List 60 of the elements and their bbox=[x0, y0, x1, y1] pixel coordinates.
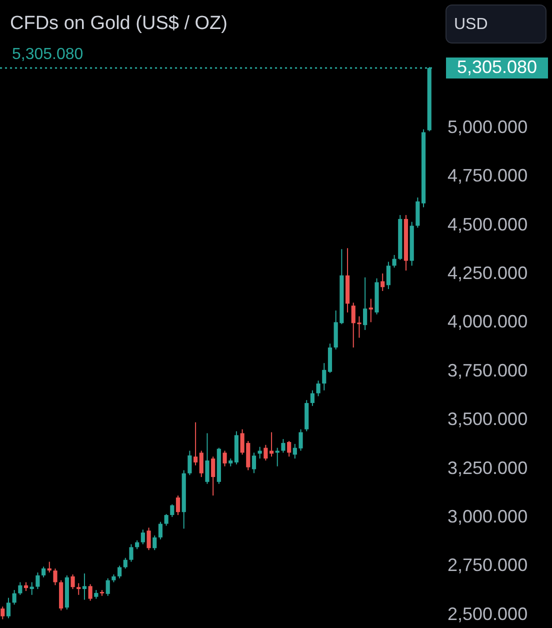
candlestick bbox=[222, 450, 227, 467]
y-tick-label: 4,000.000 bbox=[448, 312, 528, 332]
chart-title: CFDs on Gold (US$ / OZ) bbox=[10, 13, 228, 34]
candlestick bbox=[252, 452, 256, 474]
y-tick-label: 3,500.000 bbox=[448, 409, 528, 430]
candlestick bbox=[123, 557, 128, 570]
y-tick-label: 4,500.000 bbox=[448, 214, 528, 234]
candlestick bbox=[281, 438, 286, 454]
candlestick bbox=[170, 504, 174, 518]
candlestick bbox=[129, 544, 134, 562]
candlestick bbox=[275, 447, 280, 467]
candlestick bbox=[140, 529, 145, 545]
candlestick bbox=[146, 527, 151, 551]
candlestick bbox=[368, 298, 373, 323]
candlestick bbox=[0, 606, 5, 620]
candlestick bbox=[164, 514, 168, 526]
candlestick bbox=[18, 582, 22, 596]
candlestick bbox=[30, 582, 34, 596]
candlestick bbox=[118, 565, 122, 579]
y-tick-label: 4,250.000 bbox=[448, 262, 528, 283]
candlestick bbox=[287, 440, 292, 458]
y-tick-label: 3,250.000 bbox=[448, 458, 528, 478]
candlestick bbox=[12, 590, 16, 606]
candlestick bbox=[322, 362, 326, 391]
text: USD bbox=[454, 16, 488, 33]
candlestick bbox=[380, 272, 385, 292]
y-tick-label: 2,500.000 bbox=[448, 604, 528, 624]
candlestick bbox=[70, 574, 75, 590]
y-tick-label: 2,750.000 bbox=[448, 555, 528, 576]
candlestick bbox=[53, 568, 58, 586]
candlestick bbox=[152, 534, 157, 551]
candlestick bbox=[76, 582, 81, 596]
candlestick bbox=[199, 450, 204, 478]
candlestick bbox=[310, 390, 314, 406]
candlestick bbox=[264, 444, 268, 461]
candlestick bbox=[42, 566, 46, 578]
candlestick bbox=[258, 446, 262, 460]
candlestick bbox=[188, 450, 192, 476]
candlestick bbox=[6, 597, 11, 619]
candlestick bbox=[386, 261, 390, 290]
ref-line-label: 5,305.080 bbox=[456, 56, 538, 77]
candlestick bbox=[205, 432, 210, 484]
candlestick bbox=[47, 561, 52, 573]
y-tick-label: 4,750.000 bbox=[448, 166, 528, 186]
candlestick bbox=[211, 456, 216, 496]
candlestick bbox=[88, 584, 92, 602]
candlestick bbox=[392, 254, 396, 268]
y-tick-label: 3,000.000 bbox=[448, 506, 528, 526]
candlestick bbox=[158, 521, 163, 540]
candlestick bbox=[269, 432, 274, 458]
candlestick bbox=[176, 495, 180, 516]
candlestick bbox=[82, 572, 87, 600]
candlestick bbox=[316, 380, 320, 397]
candlestick bbox=[363, 276, 368, 330]
candlestick bbox=[106, 578, 110, 596]
chart-subtitle: 5,305.080 bbox=[12, 46, 84, 63]
y-tick-label: 3,750.000 bbox=[448, 360, 528, 380]
y-tick-label: 5,000.000 bbox=[448, 116, 528, 137]
candlestick bbox=[193, 422, 198, 466]
candlestick bbox=[36, 572, 40, 590]
